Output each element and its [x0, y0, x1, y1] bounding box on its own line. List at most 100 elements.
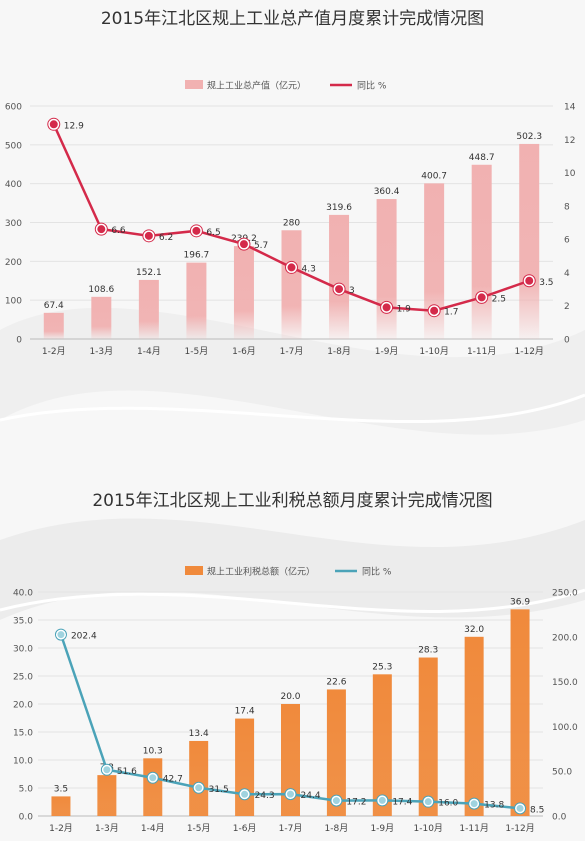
yoy-value-label: 17.2	[346, 798, 366, 808]
y-left-tick-label: 20.0	[13, 701, 33, 711]
yoy-point	[240, 789, 250, 799]
bar	[143, 758, 163, 816]
yoy-point	[524, 275, 535, 286]
y-right-tick-label: 6	[564, 236, 570, 246]
x-tick-label: 1-8月	[327, 346, 351, 357]
yoy-point	[96, 224, 107, 235]
y-left-tick-label: 500	[5, 141, 22, 151]
bar-value-label: 3.5	[54, 784, 68, 794]
yoy-value-label: 42.7	[163, 775, 183, 785]
bar-value-label: 152.1	[136, 268, 162, 278]
bar	[186, 262, 207, 339]
bar-value-label: 196.7	[184, 251, 210, 261]
x-tick-label: 1-8月	[325, 823, 349, 834]
y-left-tick-label: 10.0	[13, 757, 33, 767]
bar-value-label: 67.4	[44, 301, 64, 311]
yoy-value-label: 3	[349, 286, 355, 296]
x-tick-label: 1-3月	[95, 823, 119, 834]
bar	[51, 796, 71, 816]
x-tick-label: 1-3月	[89, 346, 113, 357]
y-right-tick-label: 2	[564, 302, 570, 312]
x-tick-label: 1-10月	[419, 346, 448, 357]
y-left-tick-label: 0.0	[19, 813, 34, 823]
bar-value-label: 22.6	[326, 677, 346, 687]
x-tick-label: 1-12月	[505, 823, 534, 834]
yoy-point	[56, 630, 66, 640]
yoy-value-label: 17.4	[392, 797, 412, 807]
x-tick-label: 1-6月	[232, 346, 256, 357]
y-left-tick-label: 25.0	[13, 673, 33, 683]
y-left-tick-label: 35.0	[13, 617, 33, 627]
yoy-value-label: 4.3	[302, 264, 316, 274]
yoy-value-label: 6.2	[159, 233, 173, 243]
bar-value-label: 502.3	[516, 132, 542, 142]
y-left-tick-label: 100	[5, 297, 22, 307]
bar-value-label: 25.3	[372, 662, 392, 672]
x-tick-label: 1-5月	[185, 346, 209, 357]
yoy-value-label: 8.5	[530, 805, 544, 815]
legend-line-label: 同比 %	[362, 566, 392, 578]
bar-value-label: 32.0	[464, 625, 484, 635]
yoy-point	[469, 799, 479, 809]
bar	[519, 143, 540, 339]
yoy-point	[429, 305, 440, 316]
yoy-point	[515, 803, 525, 813]
bar-value-label: 360.4	[374, 187, 400, 197]
bar	[281, 230, 302, 339]
x-tick-label: 1-12月	[515, 346, 544, 357]
bar-value-label: 108.6	[88, 285, 114, 295]
x-tick-label: 1-9月	[370, 823, 394, 834]
bar	[424, 183, 445, 339]
y-left-tick-label: 600	[5, 103, 22, 113]
y-left-tick-label: 15.0	[13, 729, 33, 739]
y-right-tick-label: 250.0	[552, 589, 578, 599]
yoy-point	[377, 795, 387, 805]
yoy-value-label: 202.4	[71, 632, 97, 642]
bar-value-label: 448.7	[469, 153, 495, 163]
yoy-point	[381, 302, 392, 313]
y-right-tick-label: 14	[564, 103, 576, 113]
bar-value-label: 13.4	[189, 729, 209, 739]
bar	[329, 214, 350, 339]
bar-value-label: 36.9	[510, 597, 530, 607]
y-left-tick-label: 400	[5, 180, 22, 190]
chart-title-output: 2015年江北区规上工业总产值月度累计完成情况图	[100, 9, 485, 29]
legend-line-label: 同比 %	[357, 80, 387, 92]
x-tick-label: 1-4月	[137, 346, 161, 357]
yoy-point	[148, 773, 158, 783]
bar	[510, 609, 530, 816]
y-left-tick-label: 30.0	[13, 645, 33, 655]
bar	[43, 312, 64, 339]
y-right-tick-label: 100.0	[552, 723, 578, 733]
y-right-tick-label: 10	[564, 169, 576, 179]
chart-title-tax: 2015年江北区规上工业利税总额月度累计完成情况图	[92, 491, 493, 511]
y-right-tick-label: 0.0	[552, 813, 567, 823]
x-tick-label: 1-2月	[49, 823, 73, 834]
yoy-point	[331, 796, 341, 806]
bar	[233, 246, 254, 339]
bar	[418, 657, 438, 816]
yoy-point	[238, 239, 249, 250]
yoy-value-label: 12.9	[64, 121, 84, 131]
y-right-tick-label: 200.0	[552, 633, 578, 643]
yoy-value-label: 51.6	[117, 767, 137, 777]
bar	[91, 296, 112, 339]
bar-value-label: 20.0	[280, 692, 300, 702]
yoy-point	[48, 119, 59, 130]
yoy-value-label: 3.5	[539, 278, 553, 288]
yoy-value-label: 1.7	[444, 308, 458, 318]
yoy-point	[102, 765, 112, 775]
yoy-value-label: 31.5	[209, 785, 229, 795]
yoy-value-label: 24.3	[255, 791, 275, 801]
y-left-tick-label: 40.0	[13, 589, 33, 599]
x-tick-label: 1-6月	[233, 823, 257, 834]
bar	[97, 775, 117, 816]
x-tick-label: 1-5月	[187, 823, 211, 834]
bar-value-label: 319.6	[326, 203, 352, 213]
x-tick-label: 1-11月	[459, 823, 488, 834]
yoy-point	[191, 225, 202, 236]
bar	[281, 704, 300, 816]
y-left-tick-label: 0	[16, 336, 22, 346]
